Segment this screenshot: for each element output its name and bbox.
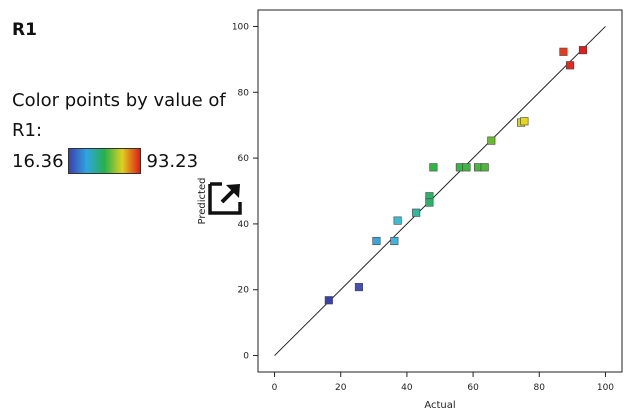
data-point <box>565 61 575 70</box>
data-point <box>412 208 421 217</box>
legend-min-value: 16.36 <box>12 150 64 172</box>
color-legend: 16.36 93.23 <box>12 146 198 176</box>
color-gradient-bar <box>67 148 141 174</box>
data-point <box>354 283 363 292</box>
y-tick-label: 20 <box>238 286 250 296</box>
data-point <box>462 163 471 172</box>
data-point <box>480 163 489 172</box>
y-tick-label: 40 <box>238 220 250 230</box>
panel-title: R1 <box>12 20 37 40</box>
legend-max-value: 93.23 <box>146 150 199 172</box>
data-point <box>559 47 568 56</box>
data-point <box>578 46 588 55</box>
data-point <box>429 163 438 172</box>
data-point <box>393 216 402 225</box>
x-tick-label: 100 <box>597 383 614 393</box>
data-point <box>425 198 434 207</box>
y-tick-label: 0 <box>243 352 249 362</box>
x-tick-label: 60 <box>467 383 479 393</box>
data-point <box>390 236 399 246</box>
plot-frame <box>257 9 623 373</box>
y-tick-label: 80 <box>238 88 250 98</box>
data-point <box>372 236 381 246</box>
y-axis-label: Predicted <box>197 178 208 225</box>
expand-button[interactable] <box>207 180 245 216</box>
expand-icon <box>207 180 245 216</box>
data-point <box>520 117 529 126</box>
x-tick-label: 40 <box>401 383 413 393</box>
y-tick-label: 100 <box>232 22 249 32</box>
x-tick-label: 20 <box>335 383 347 393</box>
legend-description: Color points by value of R1: <box>12 90 226 141</box>
x-tick-label: 0 <box>272 383 278 393</box>
reference-line <box>274 26 606 356</box>
data-point <box>324 296 333 305</box>
data-point <box>487 136 496 145</box>
y-tick-label: 60 <box>238 154 250 164</box>
x-axis-label: Actual <box>424 400 455 411</box>
x-tick-label: 80 <box>534 383 546 393</box>
